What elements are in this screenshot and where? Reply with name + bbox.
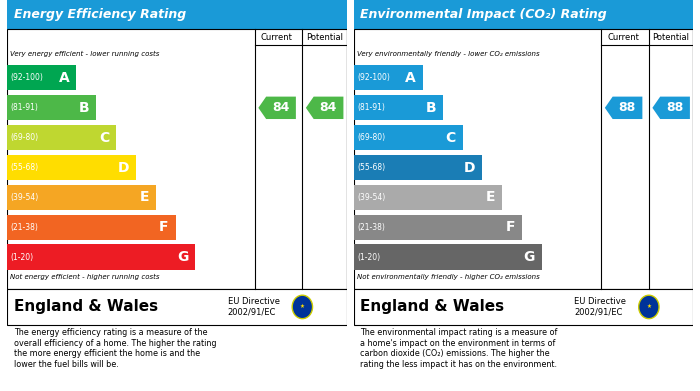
Text: (92-100): (92-100) [10, 74, 43, 83]
Bar [354, 65, 423, 90]
Text: England & Wales: England & Wales [360, 300, 505, 314]
Polygon shape [258, 97, 296, 119]
Bar [354, 29, 693, 289]
Bar [7, 244, 195, 270]
Text: (69-80): (69-80) [10, 133, 38, 142]
Text: ★: ★ [646, 305, 651, 309]
Bar [7, 29, 346, 289]
Text: F: F [505, 221, 515, 234]
Circle shape [638, 295, 659, 319]
Bar [7, 185, 155, 210]
Text: G: G [524, 250, 535, 264]
Text: Very environmentally friendly - lower CO₂ emissions: Very environmentally friendly - lower CO… [357, 51, 540, 57]
Text: (92-100): (92-100) [357, 74, 390, 83]
Text: (81-91): (81-91) [10, 103, 38, 112]
Text: (69-80): (69-80) [357, 133, 385, 142]
Text: C: C [99, 131, 109, 145]
Text: (1-20): (1-20) [10, 253, 34, 262]
Text: B: B [426, 101, 436, 115]
Text: (55-68): (55-68) [10, 163, 38, 172]
Bar [7, 155, 136, 180]
Text: (21-38): (21-38) [357, 223, 385, 232]
Text: England & Wales: England & Wales [14, 300, 158, 314]
Text: A: A [405, 71, 416, 85]
Text: EU Directive
2002/91/EC: EU Directive 2002/91/EC [574, 297, 626, 317]
Text: 88: 88 [666, 101, 683, 114]
Text: 88: 88 [618, 101, 636, 114]
Text: (39-54): (39-54) [357, 193, 385, 202]
Bar [7, 215, 176, 240]
Text: Not environmentally friendly - higher CO₂ emissions: Not environmentally friendly - higher CO… [357, 274, 540, 280]
Polygon shape [652, 97, 690, 119]
Polygon shape [306, 97, 344, 119]
Text: D: D [118, 161, 129, 175]
Text: E: E [486, 190, 496, 204]
Text: EU Directive
2002/91/EC: EU Directive 2002/91/EC [228, 297, 280, 317]
Text: E: E [139, 190, 149, 204]
Text: (81-91): (81-91) [357, 103, 385, 112]
Text: Energy Efficiency Rating: Energy Efficiency Rating [14, 8, 186, 21]
Text: (39-54): (39-54) [10, 193, 38, 202]
Bar [7, 65, 76, 90]
Text: Potential: Potential [306, 32, 343, 42]
Text: A: A [59, 71, 69, 85]
Text: The energy efficiency rating is a measure of the
overall efficiency of a home. T: The energy efficiency rating is a measur… [14, 328, 216, 369]
Bar [354, 215, 522, 240]
Bar [7, 289, 346, 325]
Text: Current: Current [608, 32, 639, 42]
Text: ★: ★ [300, 305, 304, 309]
Text: D: D [464, 161, 475, 175]
Bar [7, 125, 116, 150]
Text: Not energy efficient - higher running costs: Not energy efficient - higher running co… [10, 274, 160, 280]
Text: 84: 84 [272, 101, 289, 114]
Bar [354, 185, 502, 210]
Bar [354, 289, 693, 325]
Text: F: F [159, 221, 169, 234]
Text: 84: 84 [319, 101, 337, 114]
Text: Environmental Impact (CO₂) Rating: Environmental Impact (CO₂) Rating [360, 8, 607, 21]
Text: (1-20): (1-20) [357, 253, 380, 262]
Circle shape [292, 295, 312, 319]
Text: Very energy efficient - lower running costs: Very energy efficient - lower running co… [10, 51, 160, 57]
Bar [354, 155, 482, 180]
Bar [7, 0, 346, 29]
Text: (21-38): (21-38) [10, 223, 38, 232]
Text: B: B [79, 101, 90, 115]
Text: Potential: Potential [652, 32, 690, 42]
Bar [354, 244, 542, 270]
Text: The environmental impact rating is a measure of
a home's impact on the environme: The environmental impact rating is a mea… [360, 328, 558, 369]
Text: C: C [445, 131, 456, 145]
Polygon shape [605, 97, 643, 119]
Text: Current: Current [261, 32, 293, 42]
Bar [354, 95, 442, 120]
Text: (55-68): (55-68) [357, 163, 385, 172]
Bar [354, 0, 693, 29]
Bar [354, 125, 463, 150]
Text: G: G [177, 250, 188, 264]
Bar [7, 95, 96, 120]
